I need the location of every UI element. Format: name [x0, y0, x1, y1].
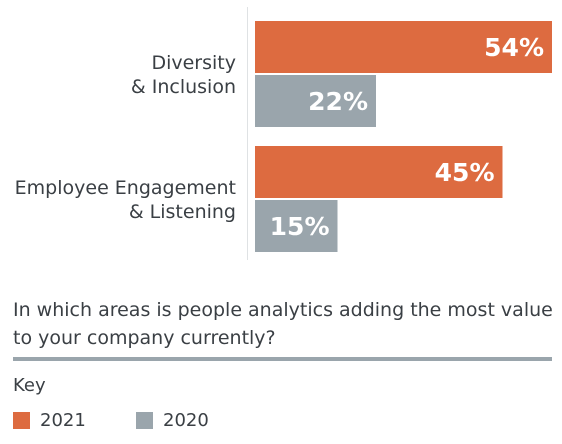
bar-2020: [255, 200, 338, 252]
category-label: Diversity: [151, 52, 236, 74]
category-label: Employee Engagement: [15, 177, 236, 199]
bar-chart: Diversity& Inclusion 54% 22% Employee Engag…: [15, 7, 552, 260]
legend-item-2020: 2020: [136, 408, 209, 432]
legend-item-2021: 2021: [13, 408, 86, 432]
legend-swatch-2020: [136, 411, 153, 429]
chart-question: In which areas is people analytics addin…: [13, 299, 553, 349]
legend-title: Key: [13, 375, 46, 396]
legend-label-2020: 2020: [163, 409, 209, 431]
category-label: & Inclusion: [131, 76, 236, 98]
data-label-2021: 54%: [484, 33, 544, 62]
legend-label-2021: 2021: [40, 409, 86, 431]
data-label-2020: 15%: [270, 212, 330, 241]
divider: [13, 357, 552, 361]
bar-2020: [255, 75, 376, 127]
category-label: & Listening: [129, 201, 236, 223]
data-label-2020: 22%: [308, 87, 368, 116]
bar-2021: [255, 146, 503, 198]
legend-swatch-2021: [13, 411, 30, 429]
data-label-2021: 45%: [435, 158, 495, 187]
bar-2021: [255, 21, 552, 73]
